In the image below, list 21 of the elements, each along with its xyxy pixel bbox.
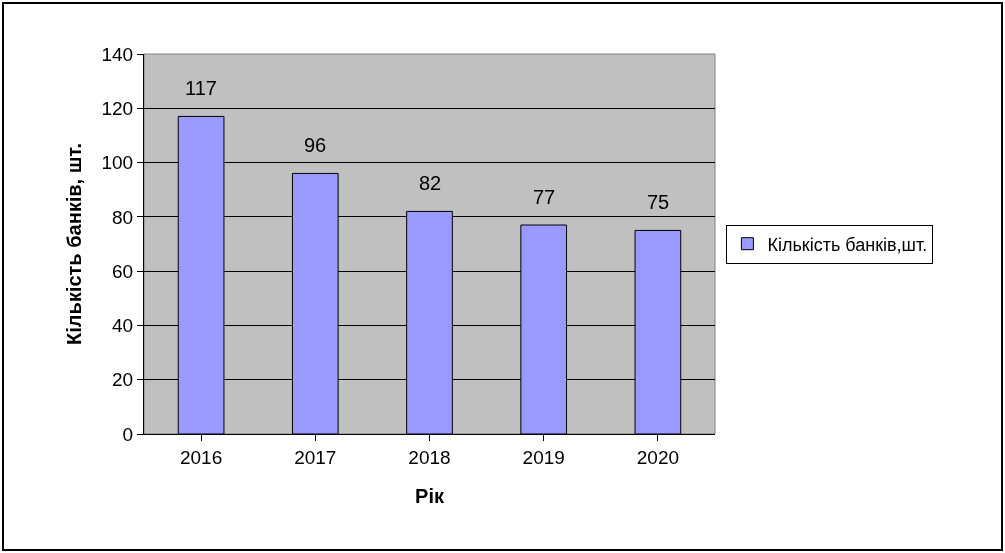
data-label: 117	[185, 77, 217, 99]
x-axis-title: Рік	[415, 485, 445, 508]
x-tick-label: 2020	[636, 446, 680, 468]
x-tick-label: 2019	[522, 446, 565, 468]
x-tick-label: 2017	[294, 446, 337, 468]
x-tick-label: 2016	[179, 446, 223, 468]
y-tick-label: 60	[112, 260, 134, 282]
legend-label: Кількість банків,шт.	[767, 234, 928, 255]
y-tick-label: 100	[101, 152, 134, 174]
data-label: 75	[647, 191, 670, 213]
data-label: 77	[533, 186, 556, 208]
x-tick-label: 2018	[408, 446, 451, 468]
y-tick-label: 40	[112, 315, 134, 337]
data-label: 96	[304, 134, 327, 156]
y-tick-label: 20	[112, 369, 134, 391]
y-tick-label: 0	[122, 423, 134, 445]
y-tick-label: 80	[112, 206, 134, 228]
data-label: 82	[419, 172, 442, 194]
y-axis-title: Кількість банків, шт.	[63, 143, 85, 345]
y-tick-label: 140	[101, 43, 134, 65]
y-tick-label: 120	[101, 97, 134, 119]
